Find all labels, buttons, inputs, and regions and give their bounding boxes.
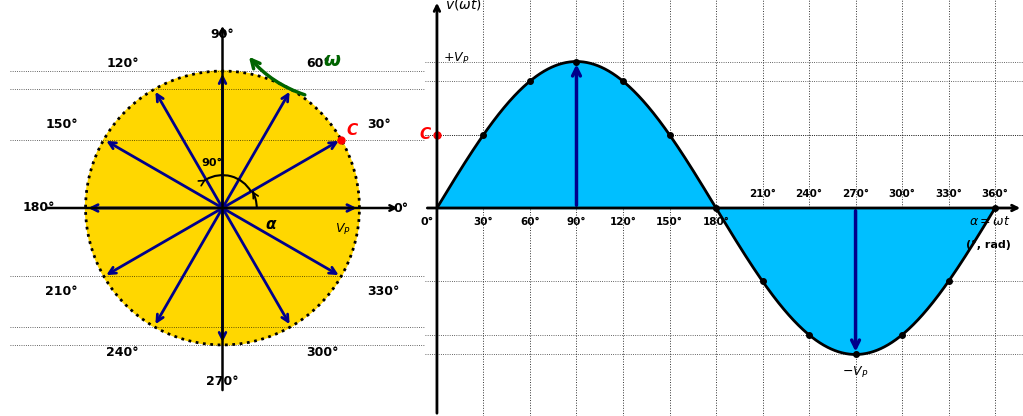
Text: 360°: 360° xyxy=(982,189,1009,199)
Text: $+V_P$: $+V_P$ xyxy=(443,51,470,66)
Text: 240°: 240° xyxy=(106,346,139,359)
Text: ω: ω xyxy=(323,51,341,69)
Text: $v(\omega t)$: $v(\omega t)$ xyxy=(445,0,482,12)
Text: 30°: 30° xyxy=(474,217,493,227)
Text: 150°: 150° xyxy=(45,118,78,131)
Text: $\alpha=\omega t$: $\alpha=\omega t$ xyxy=(969,215,1011,228)
Text: 300°: 300° xyxy=(306,346,339,359)
Text: 180°: 180° xyxy=(703,217,729,227)
Text: (°, rad): (°, rad) xyxy=(966,240,1011,250)
Circle shape xyxy=(86,71,359,345)
Text: 330°: 330° xyxy=(935,189,962,199)
Text: 0°: 0° xyxy=(394,201,409,215)
Text: 270°: 270° xyxy=(842,189,870,199)
Text: 90°: 90° xyxy=(567,217,586,227)
Text: $-V_P$: $-V_P$ xyxy=(842,365,869,380)
Text: 0°: 0° xyxy=(420,217,434,227)
Text: 90°: 90° xyxy=(201,158,222,168)
Text: 120°: 120° xyxy=(610,217,636,227)
Text: 90°: 90° xyxy=(211,28,234,41)
Text: 30°: 30° xyxy=(367,118,391,131)
Text: 60°: 60° xyxy=(306,57,329,70)
Text: $V_P$: $V_P$ xyxy=(336,222,351,237)
Text: 270°: 270° xyxy=(207,375,238,388)
Text: 210°: 210° xyxy=(749,189,776,199)
Text: 240°: 240° xyxy=(796,189,822,199)
Text: 300°: 300° xyxy=(889,189,916,199)
Text: 330°: 330° xyxy=(367,285,400,298)
Text: C: C xyxy=(347,123,358,138)
Text: 120°: 120° xyxy=(106,57,139,70)
Text: α: α xyxy=(265,217,275,232)
Text: 150°: 150° xyxy=(656,217,683,227)
Text: 180°: 180° xyxy=(23,201,55,215)
Text: 210°: 210° xyxy=(45,285,78,298)
Text: 60°: 60° xyxy=(520,217,540,227)
Text: C: C xyxy=(419,127,431,142)
